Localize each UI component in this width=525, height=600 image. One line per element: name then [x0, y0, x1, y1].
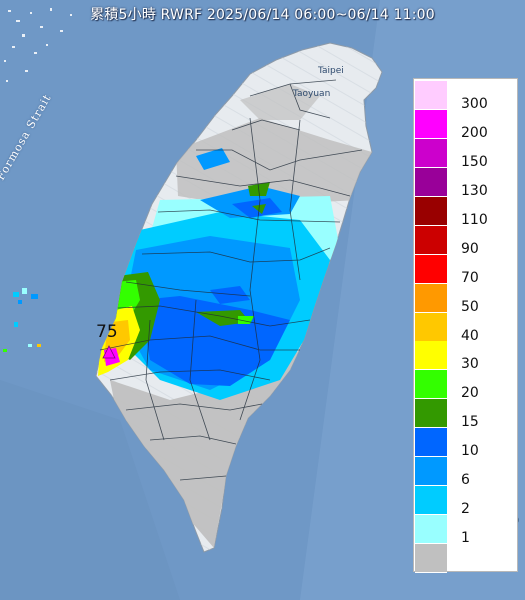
legend-label: 40 [461, 327, 479, 344]
legend-row: 30 [414, 341, 519, 373]
legend-swatch [415, 341, 447, 371]
sea-shade [0, 380, 180, 600]
boundaries [99, 79, 363, 481]
legend-row: 2 [414, 486, 519, 518]
legend-row: 90 [414, 225, 519, 257]
legend-swatch [415, 370, 447, 400]
map-title: 累積5小時 RWRF 2025/06/14 06:00~06/14 11:00 [90, 7, 435, 23]
legend-label: 110 [461, 211, 488, 228]
legend-swatch [415, 254, 447, 284]
legend-label: 70 [461, 269, 479, 286]
offshore-rain [3, 288, 41, 352]
legend-label: 1 [461, 530, 470, 547]
legend-row: 20 [414, 370, 519, 402]
legend-label: 10 [461, 443, 479, 460]
legend-swatch [415, 81, 447, 110]
legend-swatch [415, 138, 447, 168]
legend-swatch [415, 225, 447, 255]
legend-row: 150 [414, 138, 519, 170]
legend-label: 90 [461, 240, 479, 257]
legend-row: 50 [414, 283, 519, 315]
legend-swatch [415, 428, 447, 458]
cloud-specks [4, 8, 72, 82]
legend-row: 1 [414, 515, 519, 547]
legend-label: 300 [461, 96, 488, 112]
legend-row: 15 [414, 399, 519, 431]
legend-swatch [415, 457, 447, 487]
legend-row: 300 [414, 81, 519, 112]
legend-swatch [415, 399, 447, 429]
legend-label: 30 [461, 356, 479, 373]
legend-swatch [415, 167, 447, 197]
max-marker [102, 345, 116, 359]
legend-row [414, 544, 519, 574]
legend-swatch [415, 109, 447, 139]
legend-swatch [415, 196, 447, 226]
legend-label: 2 [461, 501, 470, 518]
max-rainfall-value: 75 [96, 322, 118, 342]
legend-label: 150 [461, 153, 488, 170]
legend-row: 70 [414, 254, 519, 286]
legend-swatch [415, 515, 447, 545]
place-label-taipei: Taipei [318, 66, 344, 76]
legend-swatch [415, 544, 447, 574]
legend-label: 130 [461, 182, 488, 199]
legend-label: 15 [461, 414, 479, 431]
rainfall-legend: 300 200 150 130 110 90 70 50 40 30 20 15 10 6 2 1 [413, 78, 519, 574]
legend-label: 50 [461, 298, 479, 315]
legend-row: 110 [414, 196, 519, 228]
legend-row: 6 [414, 457, 519, 489]
legend-label: 20 [461, 385, 479, 402]
legend-row: 130 [414, 167, 519, 199]
legend-row: 10 [414, 428, 519, 460]
place-label-taoyuan: Taoyuan [293, 89, 331, 99]
legend-label: 6 [461, 472, 470, 489]
legend-swatch [415, 283, 447, 313]
legend-swatch [415, 486, 447, 516]
legend-swatch [415, 312, 447, 342]
legend-label: 200 [461, 124, 488, 141]
legend-row: 40 [414, 312, 519, 344]
legend-row: 200 [414, 109, 519, 141]
